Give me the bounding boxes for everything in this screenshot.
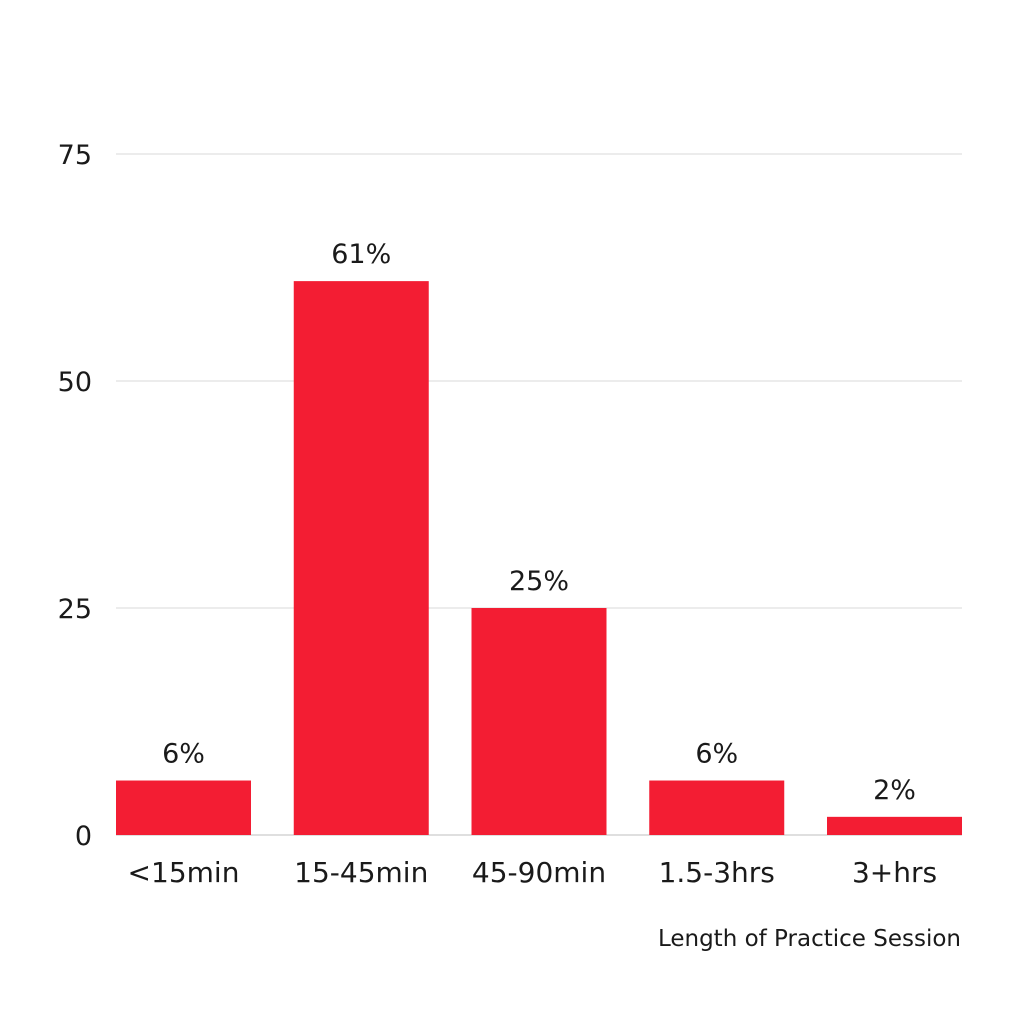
bar (471, 608, 607, 835)
x-tick-label: 1.5-3hrs (659, 856, 775, 889)
x-tick-label: 45-90min (472, 856, 606, 889)
bar (649, 780, 785, 835)
y-tick-label: 25 (58, 594, 92, 625)
data-label: 2% (873, 775, 916, 806)
bars (116, 281, 962, 835)
data-label: 61% (331, 239, 391, 270)
bar (827, 816, 962, 835)
data-label: 6% (162, 739, 205, 770)
y-tick-label: 75 (58, 140, 92, 171)
y-tick-label: 50 (58, 367, 92, 398)
bar (293, 281, 429, 835)
x-tick-label: <15min (128, 856, 240, 889)
x-tick-label: 3+hrs (852, 856, 937, 889)
x-tick-label: 15-45min (294, 856, 428, 889)
data-labels: 6% 61% 25% 6% 2% (162, 239, 916, 806)
x-axis-ticks: <15min 15-45min 45-90min 1.5-3hrs 3+hrs (128, 856, 938, 889)
bar (116, 780, 251, 835)
y-tick-label: 0 (75, 821, 92, 852)
x-axis-title: Length of Practice Session (658, 926, 961, 952)
data-label: 6% (695, 739, 738, 770)
y-axis-ticks: 0 25 50 75 (58, 140, 92, 852)
data-label: 25% (509, 566, 569, 597)
